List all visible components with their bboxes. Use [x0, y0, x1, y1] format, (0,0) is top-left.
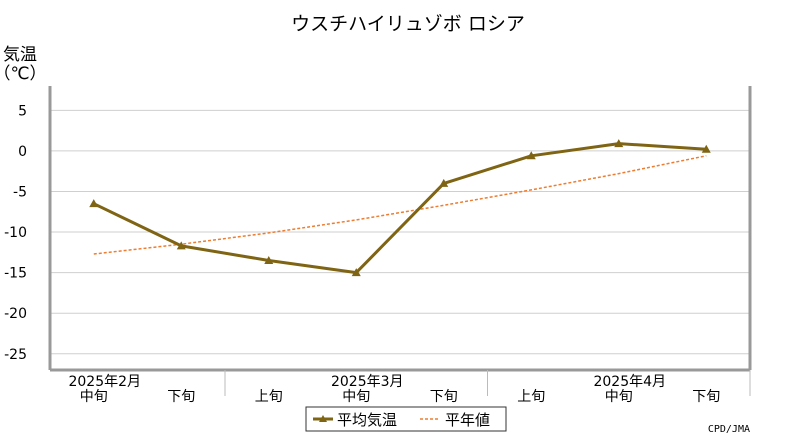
plot-frame: [48, 86, 752, 372]
x-tick-label: 下旬: [430, 389, 458, 405]
series-line-mean: [93, 142, 707, 275]
legend-label-mean: 平均気温: [337, 411, 397, 429]
data-point-mean: [701, 144, 711, 153]
legend-box: [305, 406, 507, 432]
chart-title: ウスチハイリュゾボ ロシア: [291, 13, 525, 35]
data-point-mean: [351, 268, 361, 277]
data-point-mean: [264, 255, 274, 264]
x-month-label: 2025年3月: [331, 374, 404, 390]
legend-label-normal: 平年値: [445, 411, 490, 429]
x-month-label: 2025年2月: [68, 374, 141, 390]
y-tick-label: -15: [4, 266, 27, 282]
legend: 平均気温 平年値: [305, 406, 507, 432]
x-month-label: 2025年4月: [593, 374, 666, 390]
x-tick-label: 上旬: [255, 389, 283, 405]
legend-marker-mean: [319, 415, 327, 422]
x-tick-label: 中旬: [342, 389, 370, 405]
data-point-mean: [614, 139, 624, 148]
grid-lines: [50, 109, 750, 355]
data-point-mean: [176, 241, 186, 250]
y-tick-label: -5: [13, 184, 27, 200]
credit: CPD/JMA: [708, 424, 750, 435]
y-tick-labels: 5 0 -5 -10 -15 -20 -25: [4, 103, 27, 362]
y-tick-label: -10: [4, 225, 27, 241]
series-line-normal: [93, 155, 707, 255]
y-tick-label: 5: [18, 103, 27, 119]
y-axis-label-line1: 気温: [3, 45, 37, 65]
y-tick-label: 0: [18, 144, 27, 160]
data-point-mean: [89, 199, 99, 208]
x-axis: 中旬 下旬 上旬 中旬 下旬 上旬 中旬 下旬 2025年2月 2025年3月 2025年4月: [68, 370, 751, 405]
x-tick-label: 中旬: [605, 389, 633, 405]
x-tick-label: 上旬: [517, 389, 545, 405]
series-layer: [89, 139, 711, 277]
data-point-mean: [439, 178, 449, 187]
y-tick-label: -20: [4, 306, 27, 322]
x-tick-label: 中旬: [80, 389, 108, 405]
x-tick-label: 下旬: [692, 389, 720, 405]
x-tick-label: 下旬: [167, 389, 195, 405]
y-tick-label: -25: [4, 347, 27, 363]
y-axis-label-line2: （℃）: [0, 64, 47, 84]
data-point-mean: [526, 151, 536, 160]
